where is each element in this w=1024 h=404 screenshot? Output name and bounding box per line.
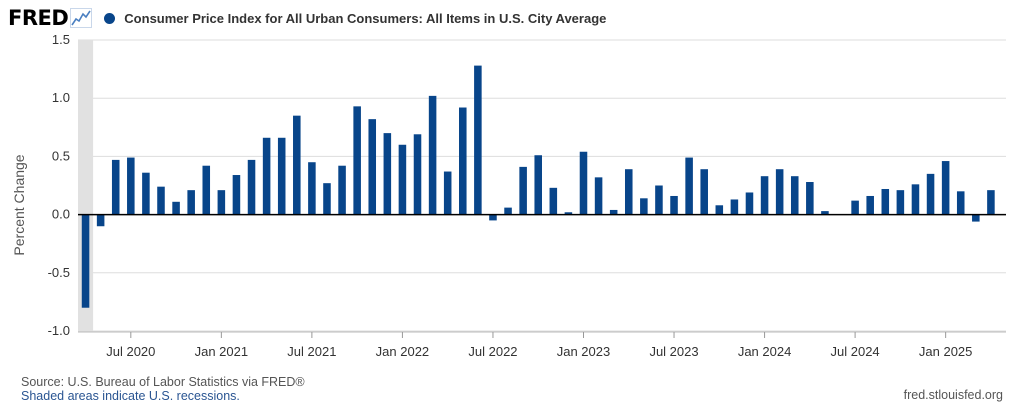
bar bbox=[338, 165, 346, 215]
x-tick-label: Jul 2023 bbox=[649, 344, 698, 359]
fred-logo-text: FRED bbox=[8, 6, 69, 30]
bar bbox=[851, 200, 859, 215]
bar bbox=[504, 207, 512, 215]
bar bbox=[685, 157, 693, 215]
bar bbox=[972, 214, 980, 222]
y-axis-label: Percent Change bbox=[11, 154, 27, 255]
fred-logo[interactable]: FRED bbox=[8, 6, 93, 30]
bar bbox=[519, 166, 527, 215]
site-link[interactable]: fred.stlouisfed.org bbox=[903, 388, 1003, 402]
y-tick-label: 1.5 bbox=[52, 32, 70, 47]
bar bbox=[760, 176, 769, 215]
bar bbox=[624, 169, 633, 215]
bar bbox=[594, 177, 603, 215]
bar bbox=[534, 155, 542, 215]
bar bbox=[277, 137, 286, 215]
bar bbox=[609, 209, 618, 215]
bar bbox=[308, 162, 316, 215]
bar bbox=[806, 182, 814, 215]
bar bbox=[549, 187, 558, 215]
bar bbox=[941, 161, 950, 215]
bar bbox=[655, 185, 663, 215]
bar bbox=[323, 183, 331, 215]
chart-header: FRED Consumer Price Index for All Urban … bbox=[8, 4, 606, 32]
bar bbox=[217, 190, 226, 215]
bar bbox=[383, 133, 392, 215]
sparkline-icon bbox=[70, 8, 93, 28]
bar bbox=[474, 65, 482, 215]
bar bbox=[700, 169, 708, 215]
bar bbox=[790, 176, 799, 215]
bar bbox=[157, 186, 165, 215]
bar bbox=[443, 171, 452, 215]
x-tick-label: Jan 2023 bbox=[557, 344, 611, 359]
y-tick-label: 0.5 bbox=[52, 148, 70, 163]
bar bbox=[127, 157, 135, 215]
y-tick-label: -1.0 bbox=[48, 323, 70, 338]
y-tick-label: 0.0 bbox=[52, 207, 70, 222]
axes: 1.5 1.0 0.5 0.0 -0.5 -1.0 Jul 2020 Jan 2021 Jul … bbox=[48, 32, 1006, 359]
bar bbox=[247, 159, 256, 215]
bar bbox=[368, 119, 377, 215]
bar bbox=[489, 214, 497, 221]
bar bbox=[640, 198, 648, 215]
x-tick-label: Jan 2021 bbox=[195, 344, 249, 359]
recession-note: Shaded areas indicate U.S. recessions. bbox=[21, 389, 240, 403]
y-tick-label: 1.0 bbox=[52, 90, 70, 105]
x-tick-label: Jul 2020 bbox=[106, 344, 155, 359]
bar bbox=[745, 192, 754, 215]
bar bbox=[262, 137, 271, 215]
source-note: Source: U.S. Bureau of Labor Statistics … bbox=[21, 375, 305, 389]
bar bbox=[413, 134, 422, 215]
x-tick-label: Jul 2022 bbox=[468, 344, 517, 359]
y-tick-label: -0.5 bbox=[48, 265, 70, 280]
bar bbox=[730, 199, 739, 215]
bar bbox=[579, 151, 588, 215]
bar bbox=[202, 165, 211, 215]
bar bbox=[775, 169, 784, 215]
bar bbox=[896, 190, 905, 215]
bar bbox=[187, 190, 195, 215]
bar bbox=[81, 214, 90, 308]
bar bbox=[398, 144, 407, 215]
bar bbox=[564, 212, 573, 215]
bar bbox=[987, 190, 995, 215]
x-tick-label: Jul 2024 bbox=[831, 344, 880, 359]
bar bbox=[142, 172, 150, 215]
legend-marker bbox=[104, 12, 116, 24]
bar bbox=[172, 201, 180, 215]
bar-series bbox=[81, 65, 995, 308]
bar bbox=[293, 115, 301, 215]
bar bbox=[353, 106, 361, 215]
bar bbox=[881, 188, 890, 215]
x-tick-label: Jan 2024 bbox=[738, 344, 792, 359]
bar bbox=[866, 195, 874, 215]
bar bbox=[428, 95, 437, 215]
bar bbox=[715, 205, 724, 215]
bar bbox=[96, 214, 105, 227]
chart-plot: 1.5 1.0 0.5 0.0 -0.5 -1.0 Jul 2020 Jan 2021 Jul … bbox=[11, 32, 1006, 359]
bar bbox=[911, 184, 920, 215]
bar bbox=[956, 191, 965, 215]
bar bbox=[670, 195, 678, 215]
bar bbox=[821, 211, 829, 215]
bar bbox=[232, 175, 241, 215]
x-tick-label: Jul 2021 bbox=[287, 344, 336, 359]
x-tick-label: Jan 2025 bbox=[919, 344, 973, 359]
bar bbox=[111, 159, 120, 215]
chart-title: Consumer Price Index for All Urban Consu… bbox=[124, 10, 607, 26]
bar bbox=[459, 107, 467, 215]
x-tick-label: Jan 2022 bbox=[376, 344, 430, 359]
bar bbox=[926, 173, 935, 215]
